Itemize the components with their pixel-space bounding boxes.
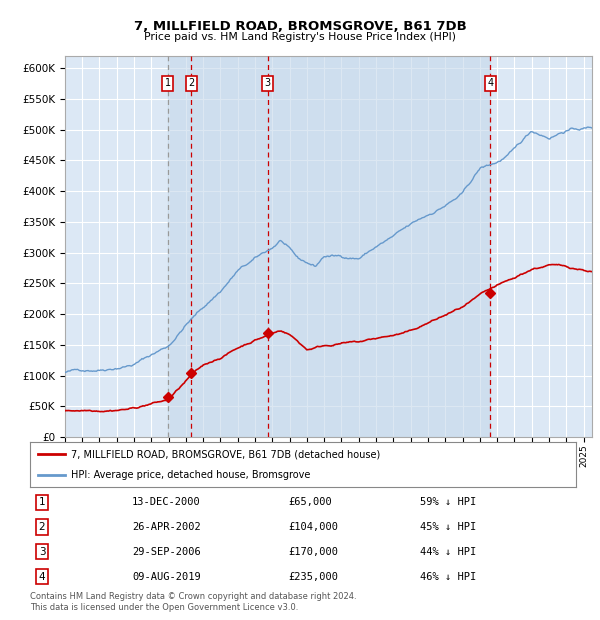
Text: 4: 4 — [487, 79, 493, 89]
Text: HPI: Average price, detached house, Bromsgrove: HPI: Average price, detached house, Brom… — [71, 469, 310, 480]
Text: 09-AUG-2019: 09-AUG-2019 — [132, 572, 201, 582]
Text: £65,000: £65,000 — [288, 497, 332, 507]
Text: 3: 3 — [265, 79, 271, 89]
Text: Contains HM Land Registry data © Crown copyright and database right 2024.
This d: Contains HM Land Registry data © Crown c… — [30, 592, 356, 611]
Text: 29-SEP-2006: 29-SEP-2006 — [132, 547, 201, 557]
Text: 3: 3 — [38, 547, 46, 557]
Text: 2: 2 — [38, 522, 46, 532]
Text: 44% ↓ HPI: 44% ↓ HPI — [420, 547, 476, 557]
Text: Price paid vs. HM Land Registry's House Price Index (HPI): Price paid vs. HM Land Registry's House … — [144, 32, 456, 42]
Text: 45% ↓ HPI: 45% ↓ HPI — [420, 522, 476, 532]
Text: £170,000: £170,000 — [288, 547, 338, 557]
Text: 7, MILLFIELD ROAD, BROMSGROVE, B61 7DB: 7, MILLFIELD ROAD, BROMSGROVE, B61 7DB — [134, 20, 466, 33]
Text: 2: 2 — [188, 79, 194, 89]
Text: 59% ↓ HPI: 59% ↓ HPI — [420, 497, 476, 507]
Text: £235,000: £235,000 — [288, 572, 338, 582]
Text: 1: 1 — [164, 79, 171, 89]
Bar — [167, 56, 490, 437]
Text: 7, MILLFIELD ROAD, BROMSGROVE, B61 7DB (detached house): 7, MILLFIELD ROAD, BROMSGROVE, B61 7DB (… — [71, 449, 380, 459]
Text: 4: 4 — [38, 572, 46, 582]
Text: 26-APR-2002: 26-APR-2002 — [132, 522, 201, 532]
Text: £104,000: £104,000 — [288, 522, 338, 532]
Text: 1: 1 — [38, 497, 46, 507]
Text: 13-DEC-2000: 13-DEC-2000 — [132, 497, 201, 507]
Text: 46% ↓ HPI: 46% ↓ HPI — [420, 572, 476, 582]
